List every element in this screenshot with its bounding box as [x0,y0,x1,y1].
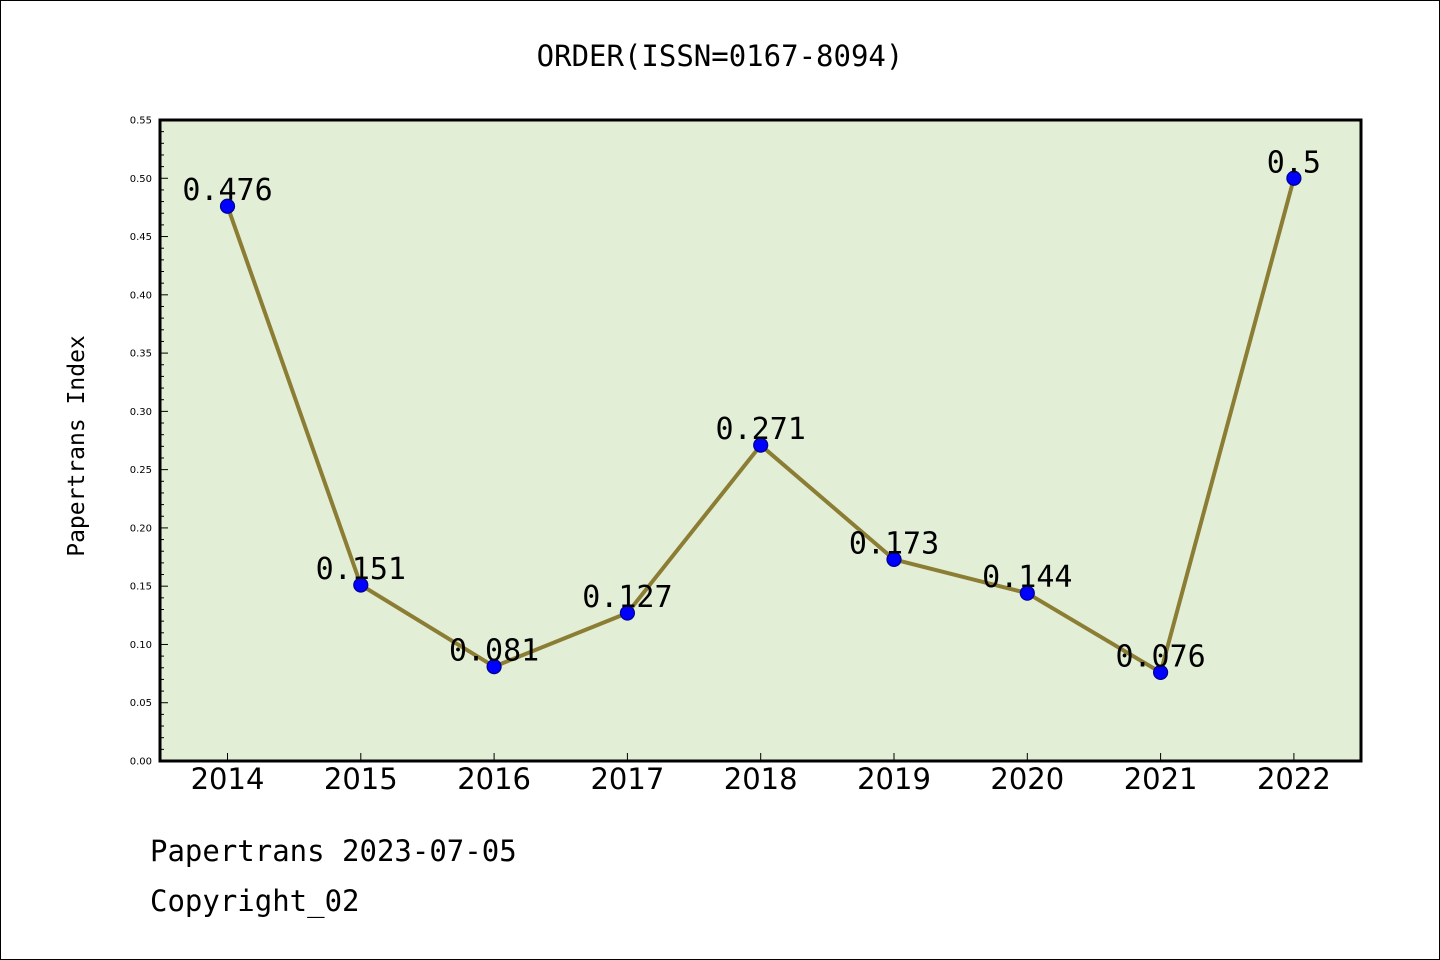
data-label-2020: 0.144 [982,560,1072,595]
data-point-2016 [486,658,502,675]
data-point-2020 [1019,585,1035,601]
y-tick-label: 0.45 [130,232,152,243]
x-tick-label-2019: 2019 [857,762,931,796]
data-label-2019: 0.173 [849,526,939,561]
data-point-2015 [353,577,369,593]
y-tick-label: 0.55 [130,116,152,127]
y-tick-label: 0.20 [130,523,152,534]
chart-title: ORDER(ISSN=0167-8094) [537,39,904,73]
x-tick-label-2015: 2015 [324,762,398,796]
data-point-2021 [1152,664,1169,681]
y-tick-label: 0.00 [130,757,152,768]
x-tick-label-2014: 2014 [191,762,265,796]
x-tick-label-2018: 2018 [724,762,798,796]
y-tick-label: 0.15 [130,582,152,593]
footer-copyright-text: Copyright_02 [150,884,360,918]
data-label-2022: 0.5 [1267,145,1321,180]
x-tick-label-2017: 2017 [590,762,664,796]
x-tick-label-2022: 2022 [1257,762,1331,796]
y-tick-label: 0.05 [130,698,152,709]
x-tick-label-2021: 2021 [1124,762,1198,796]
data-label-2018: 0.271 [716,412,806,447]
y-tick-label: 0.25 [130,465,152,476]
y-axis-label: Papertrans Index [64,335,90,557]
y-tick-label: 0.10 [130,640,152,651]
y-tick-label: 0.35 [130,349,152,360]
x-axis: 2014 2015 2016 2017 2018 2019 2020 2021 2022 [191,753,1331,796]
data-label-2021: 0.076 [1115,639,1205,674]
x-tick-label-2020: 2020 [990,762,1064,796]
data-label-2015: 0.151 [316,552,406,587]
data-points [219,170,1302,681]
y-tick-label: 0.40 [130,290,152,301]
data-label-2014: 0.476 [182,173,272,208]
x-tick-label-2016: 2016 [457,762,531,796]
data-point-2019 [886,551,902,567]
footer-date-text: Papertrans 2023-07-05 [150,834,517,868]
data-point-2022 [1286,170,1302,186]
y-tick-label: 0.30 [130,407,152,418]
data-label-2016: 0.081 [449,634,539,669]
data-point-2014 [219,198,236,214]
data-point-2018 [753,437,769,453]
data-labels: 0.476 0.151 0.081 0.127 0.271 0.173 0.144 0.076… [182,145,1321,674]
y-tick-label: 0.50 [130,174,152,185]
data-point-2017 [619,605,636,621]
plot-border [158,118,1363,763]
data-label-2017: 0.127 [582,580,672,615]
